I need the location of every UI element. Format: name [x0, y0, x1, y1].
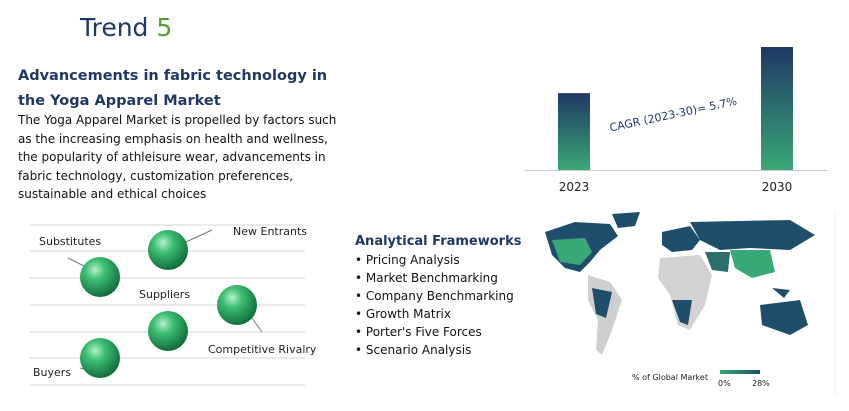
bullet: •: [355, 271, 366, 285]
force-label: Substitutes: [39, 235, 101, 248]
framework-text: Pricing Analysis: [365, 253, 460, 267]
body-text: The Yoga Apparel Market is propelled by …: [18, 113, 337, 201]
legend-title: % of Global Market: [632, 373, 708, 382]
bullet: •: [355, 289, 366, 303]
bar: [761, 47, 793, 170]
x-tick-label: 2030: [762, 180, 793, 194]
force-label: Competitive Rivalry: [208, 343, 317, 356]
framework-text: Scenario Analysis: [365, 343, 472, 357]
bullet: •: [355, 307, 366, 321]
legend-max: 28%: [752, 379, 770, 388]
framework-item: • Company Benchmarking: [355, 287, 521, 305]
forces-lines: [30, 224, 305, 386]
bar: [558, 93, 590, 170]
slide-title: Trend 5: [79, 13, 172, 42]
force-label: Buyers: [33, 366, 71, 379]
framework-text: Growth Matrix: [365, 307, 451, 321]
framework-text: Company Benchmarking: [365, 289, 514, 303]
bar-chart: 2023 2030 CAGR (2023-30)= 5.7%: [525, 47, 828, 194]
x-tick-label: 2023: [559, 180, 590, 194]
heading: Advancements in fabric technology in the…: [18, 68, 328, 109]
frameworks: Analytical Frameworks • Pricing Analysis…: [355, 234, 521, 359]
framework-text: Porter's Five Forces: [365, 325, 482, 339]
world-map: [545, 212, 815, 355]
spheres: [80, 230, 257, 378]
frameworks-title: Analytical Frameworks: [355, 234, 522, 249]
framework-item: • Market Benchmarking: [355, 269, 521, 287]
force-label: New Entrants: [233, 225, 307, 238]
framework-text: Market Benchmarking: [365, 271, 498, 285]
framework-item: • Growth Matrix: [355, 305, 521, 323]
legend-min: 0%: [718, 379, 731, 388]
framework-item: • Porter's Five Forces: [355, 323, 521, 341]
legend-bar: [720, 370, 760, 374]
bullet: •: [355, 325, 366, 339]
framework-item: • Scenario Analysis: [355, 341, 521, 359]
bullet: •: [355, 343, 366, 357]
bullet: •: [355, 253, 366, 267]
force-label: Suppliers: [139, 288, 190, 301]
annotation: CAGR (2023-30)= 5.7%: [608, 95, 738, 135]
framework-item: • Pricing Analysis: [355, 251, 521, 269]
